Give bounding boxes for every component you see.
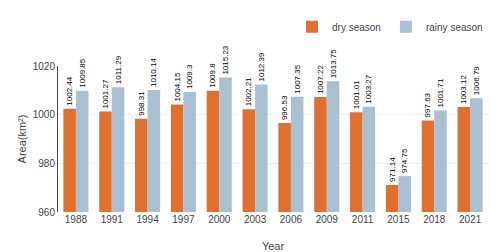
svg-text:1003.27: 1003.27 — [364, 74, 373, 103]
svg-text:996.53: 996.53 — [280, 95, 289, 120]
svg-text:1003.12: 1003.12 — [459, 75, 468, 104]
svg-text:1012.39: 1012.39 — [257, 52, 266, 81]
svg-text:980: 980 — [38, 158, 55, 169]
svg-text:Year: Year — [262, 240, 285, 252]
svg-text:960: 960 — [38, 207, 55, 218]
svg-text:1988: 1988 — [65, 214, 88, 225]
svg-text:Area(km²): Area(km²) — [16, 115, 28, 164]
svg-text:1991: 1991 — [101, 214, 124, 225]
svg-text:998.31: 998.31 — [137, 91, 146, 116]
svg-text:1020: 1020 — [33, 61, 56, 72]
svg-text:971.14: 971.14 — [388, 157, 397, 182]
svg-text:1994: 1994 — [136, 214, 159, 225]
svg-text:1007.35: 1007.35 — [293, 64, 302, 93]
svg-text:1002.44: 1002.44 — [65, 76, 74, 105]
svg-text:1006.79: 1006.79 — [472, 66, 481, 95]
svg-text:974.75: 974.75 — [400, 148, 409, 173]
svg-text:1002.21: 1002.21 — [244, 77, 253, 106]
svg-text:1001.27: 1001.27 — [101, 79, 110, 108]
svg-text:1013.75: 1013.75 — [329, 49, 338, 78]
svg-text:2000: 2000 — [208, 214, 231, 225]
svg-text:1015.23: 1015.23 — [221, 45, 230, 74]
svg-text:1009.3: 1009.3 — [185, 64, 194, 89]
svg-text:1009.85: 1009.85 — [78, 58, 87, 87]
svg-text:2009: 2009 — [316, 214, 339, 225]
svg-text:2021: 2021 — [459, 214, 482, 225]
svg-text:1001.01: 1001.01 — [352, 80, 361, 109]
svg-text:1011.29: 1011.29 — [114, 55, 123, 84]
svg-text:1001.71: 1001.71 — [436, 78, 445, 107]
svg-text:1007.22: 1007.22 — [316, 65, 325, 94]
svg-text:rainy season: rainy season — [426, 22, 483, 33]
svg-text:1010.14: 1010.14 — [149, 58, 158, 87]
svg-text:997.63: 997.63 — [423, 92, 432, 117]
svg-text:2003: 2003 — [244, 214, 267, 225]
svg-text:2006: 2006 — [280, 214, 303, 225]
svg-text:1997: 1997 — [172, 214, 195, 225]
svg-text:1009.8: 1009.8 — [208, 63, 217, 88]
svg-text:2011: 2011 — [352, 214, 374, 225]
svg-text:1000: 1000 — [33, 109, 56, 120]
svg-text:2018: 2018 — [423, 214, 446, 225]
svg-text:dry season: dry season — [332, 22, 381, 33]
svg-text:1004.15: 1004.15 — [173, 72, 182, 101]
svg-text:2015: 2015 — [387, 214, 410, 225]
